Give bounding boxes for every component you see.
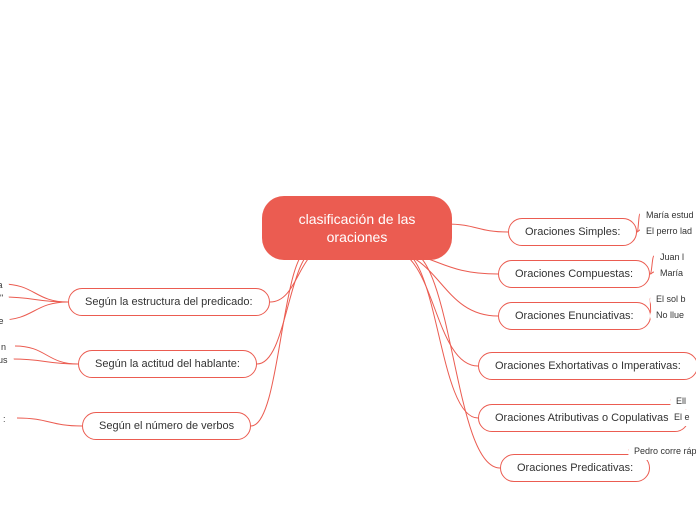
right-leaf-1-0: Juan l xyxy=(654,250,690,266)
right-branch-4: Oraciones Atributivas o Copulativas: xyxy=(478,404,689,432)
right-branch-3: Oraciones Exhortativas o Imperativas: xyxy=(478,352,696,380)
right-branch-1: Oraciones Compuestas: xyxy=(498,260,650,288)
right-leaf-2-0: El sol b xyxy=(650,292,692,308)
right-leaf-2-1: No llue xyxy=(650,308,690,324)
left-branch-2: Según el número de verbos xyxy=(82,412,251,440)
right-leaf-0-1: El perro lad xyxy=(640,224,696,240)
right-branch-2: Oraciones Enunciativas: xyxy=(498,302,651,330)
right-leaf-5-0: Pedro corre ráp xyxy=(628,444,696,460)
root-node: clasificación de las oraciones xyxy=(262,196,452,260)
left-leaf-0-2: n de xyxy=(0,314,10,330)
left-branch-0: Según la estructura del predicado: xyxy=(68,288,270,316)
right-branch-5: Oraciones Predicativas: xyxy=(500,454,650,482)
right-leaf-4-1: El e xyxy=(668,410,696,426)
left-leaf-2-0: : xyxy=(0,412,12,428)
left-leaf-1-1: us xyxy=(0,353,14,369)
right-branch-0: Oraciones Simples: xyxy=(508,218,637,246)
right-leaf-1-1: María xyxy=(654,266,689,282)
left-branch-1: Según la actitud del hablante: xyxy=(78,350,257,378)
right-leaf-0-0: María estud xyxy=(640,208,696,224)
left-leaf-0-1: ido" xyxy=(0,291,9,307)
right-leaf-4-0: Ell xyxy=(670,394,692,410)
